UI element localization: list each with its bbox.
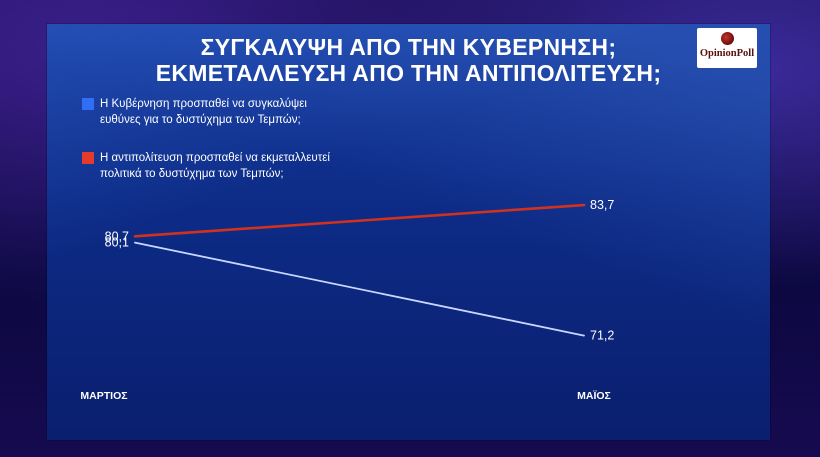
data-label: 83,7 [590,198,614,212]
logo-text: OpinionPoll [699,48,755,59]
data-label: 71,2 [590,329,614,343]
opinionpoll-logo: OpinionPoll [697,28,757,68]
data-label: 80,7 [105,229,129,243]
chart-panel: ΣΥΓΚΑΛΥΨΗ ΑΠΟ ΤΗΝ ΚΥΒΕΡΝΗΣΗ; ΕΚΜΕΤΑΛΛΕΥΣ… [47,24,770,440]
x-tick-label: ΜΑΪΟΣ [577,389,611,402]
chart-title-line-1: ΣΥΓΚΑΛΥΨΗ ΑΠΟ ΤΗΝ ΚΥΒΕΡΝΗΣΗ; [200,34,617,60]
legend-label-line: πολιτικά το δυστύχημα των Τεμπών; [100,168,284,180]
x-tick-label: ΜΑΡΤΙΟΣ [80,390,127,402]
legend-swatch-blue [82,98,94,110]
series-line-1 [133,203,586,238]
data-label: 80,1 [105,236,129,250]
line-chart: 80,1 71,2 80,7 83,7 ΜΑΡΤΙΟΣ ΜΑΪΟΣ [80,198,614,402]
legend-label-line: Η αντιπολίτευση προσπαθεί να εκμεταλλευτ… [100,152,330,164]
chart-title-line-2: ΕΚΜΕΤΑΛΛΕΥΣΗ ΑΠΟ ΤΗΝ ΑΝΤΙΠΟΛΙΤΕΥΣΗ; [155,60,662,86]
legend-label-line: Η Κυβέρνηση προσπαθεί να συγκαλύψει [100,98,307,110]
legend-label-line: ευθύνες για το δυστύχημα των Τεμπών; [100,114,301,126]
logo-circle-icon [721,32,734,45]
legend-swatch-red [82,152,94,164]
series-line-0 [134,241,585,337]
